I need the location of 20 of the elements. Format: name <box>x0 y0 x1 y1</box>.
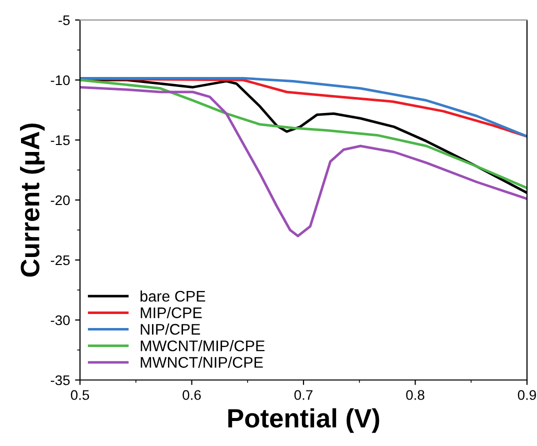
x-tick-label: 0.8 <box>406 390 424 400</box>
y-tick-label: -20 <box>50 195 70 206</box>
x-tick-label: 0.5 <box>70 390 90 400</box>
legend-label: MWCNT/MIP/CPE <box>140 340 265 352</box>
y-tick-label: -30 <box>50 315 70 326</box>
x-axis-title: Potential (V) <box>228 408 380 433</box>
x-tick-label: 0.6 <box>182 390 201 400</box>
y-tick-label: -5 <box>58 15 70 26</box>
x-tick-label: 0.9 <box>518 390 536 400</box>
y-tick-label: -10 <box>50 75 70 86</box>
y-tick-label: -25 <box>50 255 70 266</box>
y-tick-label: -35 <box>50 375 70 386</box>
legend-label: MIP/CPE <box>140 306 202 318</box>
legend-label: NIP/CPE <box>140 324 200 335</box>
legend-label: MWNCT/NIP/CPE <box>140 356 263 368</box>
legend-label: bare CPE <box>140 290 206 302</box>
line-series <box>80 86 527 238</box>
y-axis-title: Current (μA) <box>20 124 45 277</box>
x-tick-label: 0.7 <box>294 390 312 400</box>
y-tick-label: -15 <box>50 135 70 146</box>
